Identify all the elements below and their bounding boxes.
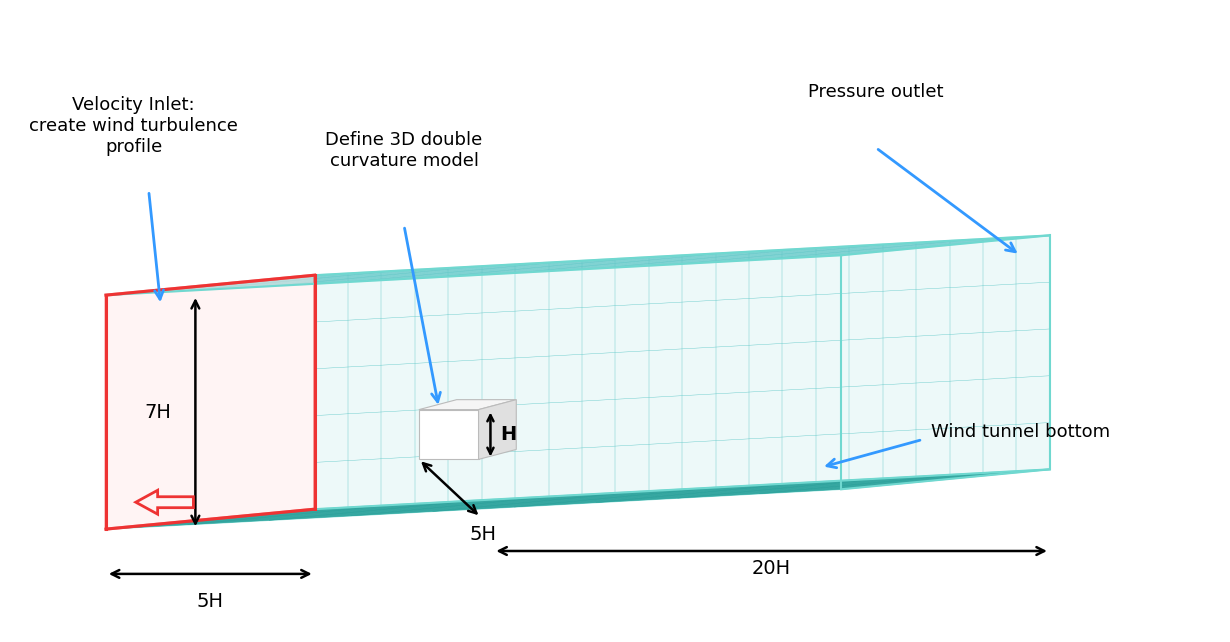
Text: Velocity Inlet:
create wind turbulence
profile: Velocity Inlet: create wind turbulence p… [30,96,239,155]
Text: 5H: 5H [197,592,224,611]
Polygon shape [419,400,517,410]
Polygon shape [478,400,517,460]
Text: Wind tunnel bottom: Wind tunnel bottom [931,422,1109,440]
Polygon shape [106,275,315,529]
Polygon shape [106,469,1049,529]
Text: Define 3D double
curvature model: Define 3D double curvature model [326,131,482,169]
Text: Pressure outlet: Pressure outlet [808,83,943,101]
Polygon shape [106,236,1049,295]
Text: H: H [501,425,517,444]
Text: 5H: 5H [469,525,496,544]
Text: 20H: 20H [752,559,791,578]
Text: 7H: 7H [144,403,171,422]
Polygon shape [315,236,1049,509]
Polygon shape [419,410,478,460]
